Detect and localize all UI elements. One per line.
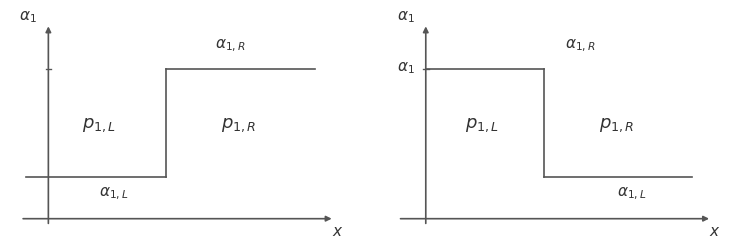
Text: $p_{1,R}$: $p_{1,R}$ <box>221 116 257 134</box>
Text: $p_{1,L}$: $p_{1,L}$ <box>465 116 499 134</box>
Text: $p_{1,R}$: $p_{1,R}$ <box>599 116 634 134</box>
Text: $\alpha_{1,R}$: $\alpha_{1,R}$ <box>564 37 595 54</box>
Text: $\alpha_1$: $\alpha_1$ <box>397 10 415 25</box>
Text: $x$: $x$ <box>331 225 343 239</box>
Text: $\alpha_{1,L}$: $\alpha_{1,L}$ <box>98 186 129 202</box>
Text: $p_{1,L}$: $p_{1,L}$ <box>82 116 116 134</box>
Text: $\alpha_{1,R}$: $\alpha_{1,R}$ <box>215 37 246 54</box>
Text: $\alpha_{1,L}$: $\alpha_{1,L}$ <box>617 186 646 202</box>
Text: $\alpha_1$: $\alpha_1$ <box>397 61 415 77</box>
Text: $x$: $x$ <box>709 225 720 239</box>
Text: $\alpha_1$: $\alpha_1$ <box>19 10 37 25</box>
